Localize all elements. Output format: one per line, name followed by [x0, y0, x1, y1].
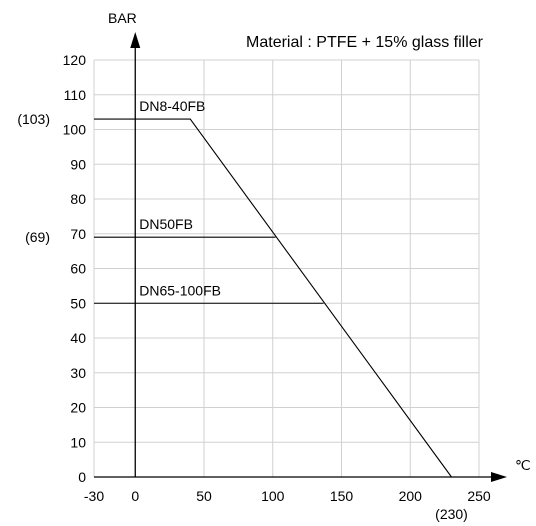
series-line-0: [94, 118, 452, 478]
y-tick-label: 50: [70, 295, 86, 311]
x-axis-arrow: [491, 472, 507, 482]
series-label-0: DN8-40FB: [139, 98, 205, 114]
x-tick-label: 0: [131, 488, 139, 504]
y-tick-label: 120: [63, 52, 87, 68]
series-label-2: DN65-100FB: [139, 282, 221, 298]
grid: [93, 59, 480, 477]
y-tick-label: 0: [78, 469, 86, 485]
callouts: (103) (69) (230): [17, 111, 468, 522]
y-tick-label: 20: [70, 400, 86, 416]
series-labels: DN8-40FB DN50FB DN65-100FB: [139, 98, 221, 298]
y-callout-1: (69): [25, 229, 50, 245]
y-tick-label: 100: [63, 122, 87, 138]
series-label-1: DN50FB: [139, 216, 193, 232]
y-tick-label: 110: [64, 87, 87, 103]
axes: [94, 32, 507, 482]
x-axis-label: ℃: [515, 457, 531, 473]
x-tick-label: 250: [467, 488, 491, 504]
y-tick-label: 70: [70, 226, 86, 242]
y-tick-label: 40: [70, 330, 86, 346]
y-tick-label: 10: [70, 434, 86, 450]
y-axis-arrow: [130, 32, 141, 48]
series-lines: [94, 118, 452, 478]
y-tick-label: 90: [70, 156, 86, 172]
x-tick-label: 100: [261, 488, 285, 504]
x-tick-label: 50: [196, 488, 212, 504]
x-tick-label: 150: [330, 488, 354, 504]
chart-title: Material : PTFE + 15% glass filler: [246, 34, 484, 51]
x-tick-label: 200: [399, 488, 423, 504]
tick-labels: 0 10 20 30 40 50 60 70 80 90 100 110 120 -30 0 50 100 150…: [63, 52, 491, 504]
y-tick-label: 30: [70, 365, 86, 381]
y-tick-label: 60: [70, 261, 86, 277]
y-axis-label: BAR: [108, 10, 137, 26]
x-callout-0: (230): [435, 506, 468, 522]
y-tick-label: 80: [70, 191, 86, 207]
x-tick-label: -30: [84, 488, 104, 504]
y-callout-0: (103): [17, 111, 50, 127]
